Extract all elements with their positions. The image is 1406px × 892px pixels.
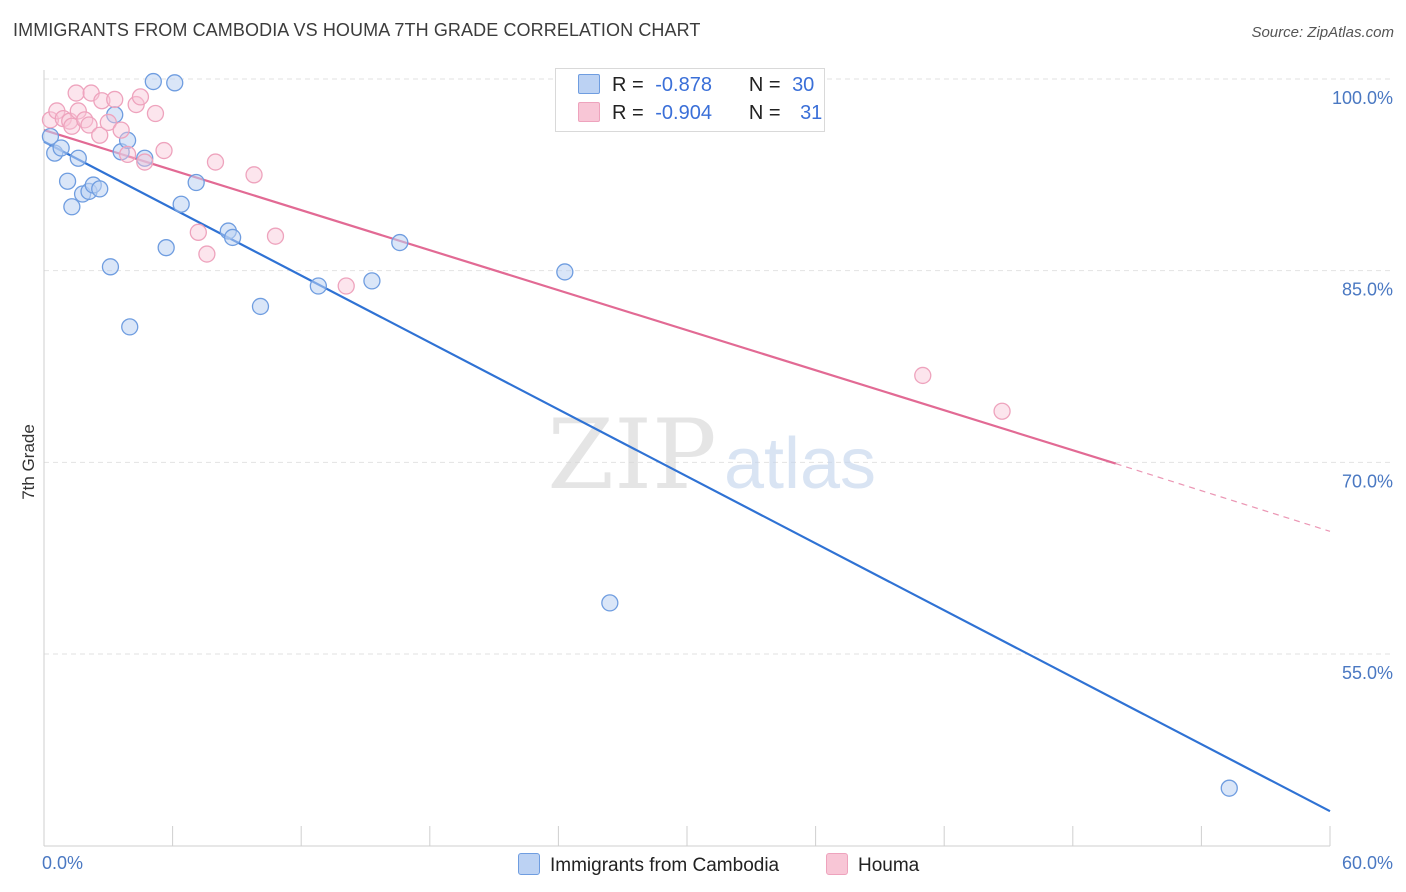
cambodia-point-2 [52,139,70,157]
houma-point-17 [131,88,150,106]
houma-point-24 [245,166,263,184]
cambodia-point-19 [172,195,190,213]
cambodia-point-15 [136,149,154,167]
y-tick-label-3: 100.0% [1332,88,1393,108]
houma-point-28 [993,402,1011,420]
legend-swatch-blue [578,74,600,94]
legend-swatch-pink [578,102,600,122]
cambodia-point-20 [187,173,205,192]
legend-n-label: N = [748,74,781,96]
legend-row-cambodia: R = -0.878 N = 30 [578,74,814,100]
cambodia-point-9 [91,180,109,198]
houma-point-15 [118,145,137,164]
houma-point-6 [69,102,87,120]
houma-point-5 [67,84,85,102]
houma-point-12 [99,113,117,132]
legend-label-cambodia: Immigrants from Cambodia [550,855,780,876]
cambodia-point-5 [69,149,87,167]
cambodia-point-18 [166,74,184,92]
houma-trend-line [43,129,1116,465]
cambodia-point-28 [601,594,619,612]
cambodia-point-10 [101,258,120,276]
cambodia-point-29 [1220,779,1238,797]
legend-n-value: 30 [792,74,815,96]
cambodia-point-24 [309,277,327,295]
data-points [41,72,1238,797]
cambodia-point-17 [157,239,175,257]
x-tick-label-0: 0.0% [42,853,83,873]
houma-point-11 [93,92,111,110]
cambodia-point-23 [251,297,270,316]
legend-item-houma: Houma [826,853,919,877]
cambodia-point-13 [118,131,137,149]
legend-r-value: -0.904 [655,102,712,124]
y-tick-label-2: 85.0% [1342,280,1393,300]
houma-point-27 [914,366,932,385]
cambodia-point-27 [556,263,574,281]
y-axis-label: 7th Grade [19,424,38,500]
grid-lines [44,78,1392,655]
y-tick-labels: 55.0% 70.0% 85.0% 100.0% [1332,88,1393,683]
chart-title: IMMIGRANTS FROM CAMBODIA VS HOUMA 7TH GR… [13,20,701,40]
y-tick-label-1: 70.0% [1342,471,1393,491]
houma-point-25 [266,227,285,245]
legend-swatch-cambodia [518,853,540,875]
houma-point-0 [41,111,60,129]
source-credit: Source: ZipAtlas.com [1251,24,1394,41]
legend-swatch-houma [826,853,848,875]
legend-r-value: -0.878 [655,74,712,96]
houma-point-8 [80,116,98,134]
houma-point-18 [136,153,154,171]
houma-point-13 [106,90,124,109]
houma-point-20 [155,141,173,160]
watermark-atlas: atlas [724,424,876,504]
trend-lines [43,129,1331,813]
legend-label-houma: Houma [858,855,920,876]
x-tick-labels: 0.0% 60.0% [42,853,1393,873]
axes [43,70,1331,847]
houma-point-26 [337,277,355,295]
cambodia-point-4 [63,198,81,216]
watermark: ZIP atlas [547,399,876,511]
legend-r-label: R = [612,102,644,124]
cambodia-trend-line [43,140,1331,813]
cambodia-point-22 [223,228,242,247]
cambodia-point-3 [58,172,77,190]
legend-row-houma: R = -0.904 N = 31 [578,102,822,128]
cambodia-point-25 [363,272,381,290]
cambodia-point-26 [391,233,409,252]
houma-point-22 [198,245,216,263]
x-tick-label-1: 60.0% [1342,853,1393,873]
houma-point-10 [91,126,109,144]
cambodia-point-14 [121,318,139,336]
legend-n-label: N = [748,102,781,124]
legend-n-value: 31 [800,102,823,124]
houma-point-21 [189,223,207,241]
stats-legend: R = -0.878 N = 30 R = -0.904 N = 31 [555,68,825,132]
houma-trend-extension [1115,463,1331,532]
legend-item-cambodia: Immigrants from Cambodia [518,853,779,877]
houma-point-19 [146,104,165,123]
cambodia-point-16 [144,72,162,91]
y-tick-label-0: 55.0% [1342,663,1393,683]
houma-point-14 [112,121,130,139]
legend-r-label: R = [612,74,644,96]
houma-point-23 [206,153,225,171]
